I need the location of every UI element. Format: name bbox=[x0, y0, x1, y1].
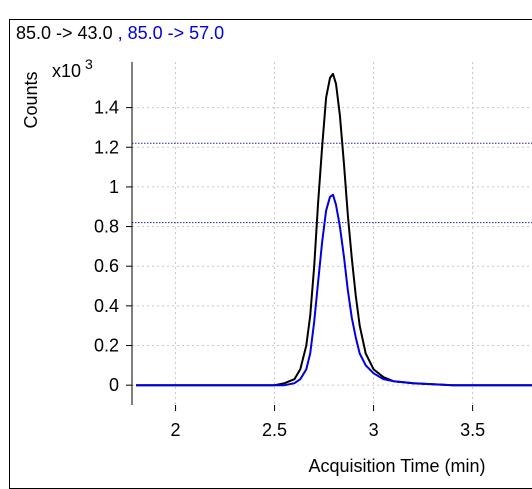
x-tick-label: 2.5 bbox=[262, 420, 287, 440]
reference-lines bbox=[132, 142, 532, 224]
x-tick-label: 2 bbox=[171, 420, 181, 440]
series-line-2 bbox=[136, 193, 532, 387]
y-axis-label: Counts bbox=[21, 71, 41, 128]
title-series-1: 85.0 -> 43.0 bbox=[16, 23, 113, 43]
y-multiplier-base: x10 bbox=[52, 61, 81, 81]
y-tick-label: 0.6 bbox=[94, 256, 119, 276]
chart-title: 85.0 -> 43.0 , 85.0 -> 57.0 bbox=[16, 23, 224, 44]
series-group bbox=[136, 72, 532, 387]
y-tick-label: 0.2 bbox=[94, 336, 119, 356]
chromatogram-chart: 2 2.5 3 3.500.20.40.60.811.21.4 Counts x10 3… bbox=[21, 56, 532, 476]
title-series-2: , 85.0 -> 57.0 bbox=[112, 23, 225, 43]
y-tick-label: 0.4 bbox=[94, 296, 119, 316]
series-line-1 bbox=[136, 72, 532, 387]
y-tick-label: 1 bbox=[109, 177, 119, 197]
y-multiplier: x10 3 bbox=[52, 56, 93, 81]
x-tick-label: 3 bbox=[369, 420, 379, 440]
x-axis-label: Acquisition Time (min) bbox=[308, 456, 485, 476]
y-multiplier-exp: 3 bbox=[85, 56, 93, 72]
y-tick-label: 1.4 bbox=[94, 98, 119, 118]
axes: 2 2.5 3 3.5 0 0.2 0.4 0.6 0.8 1 1.2 1.4 bbox=[94, 62, 485, 440]
grid bbox=[132, 62, 532, 405]
y-tick-label: 1.2 bbox=[94, 137, 119, 157]
y-tick-label: 0.8 bbox=[94, 217, 119, 237]
y-tick-label: 0 bbox=[109, 375, 119, 395]
x-tick-label: 3.5 bbox=[460, 420, 485, 440]
